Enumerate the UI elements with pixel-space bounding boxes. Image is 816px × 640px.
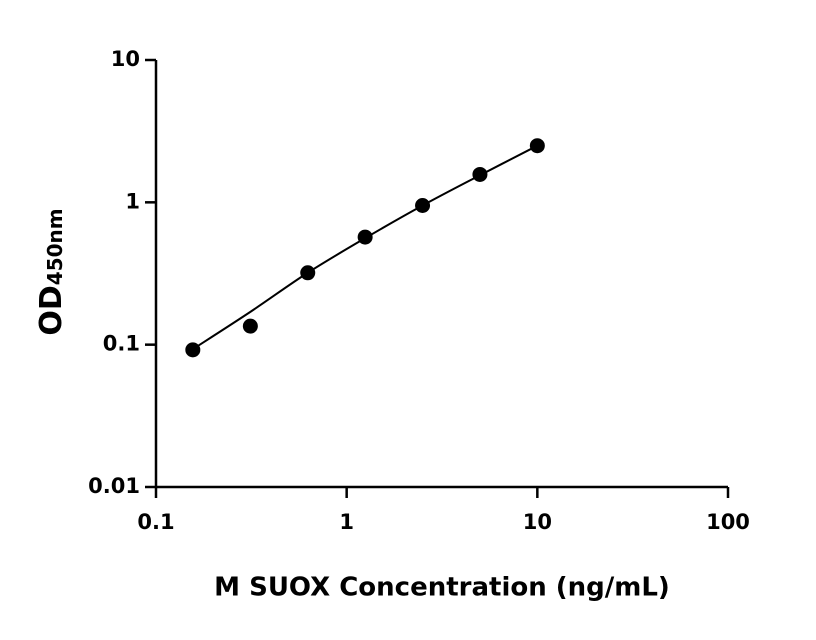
y-axis-title-main: OD: [34, 285, 69, 335]
y-axis-title: OD450nm: [34, 208, 69, 335]
x-tick-label: 1: [339, 510, 354, 534]
y-tick-label: 0.1: [103, 332, 140, 356]
x-tick-label: 10: [523, 510, 552, 534]
x-tick-label: 0.1: [137, 510, 174, 534]
fit-curve: [192, 144, 538, 350]
y-axis-title-sub: 450nm: [43, 208, 67, 285]
x-axis-title: M SUOX Concentration (ng/mL): [214, 573, 670, 603]
x-tick-label: 100: [706, 510, 750, 534]
data-point: [185, 342, 201, 358]
data-point: [242, 318, 258, 334]
y-tick-label: 1: [125, 189, 140, 213]
y-tick-label: 10: [111, 47, 140, 71]
y-tick-label: 0.01: [88, 474, 140, 498]
